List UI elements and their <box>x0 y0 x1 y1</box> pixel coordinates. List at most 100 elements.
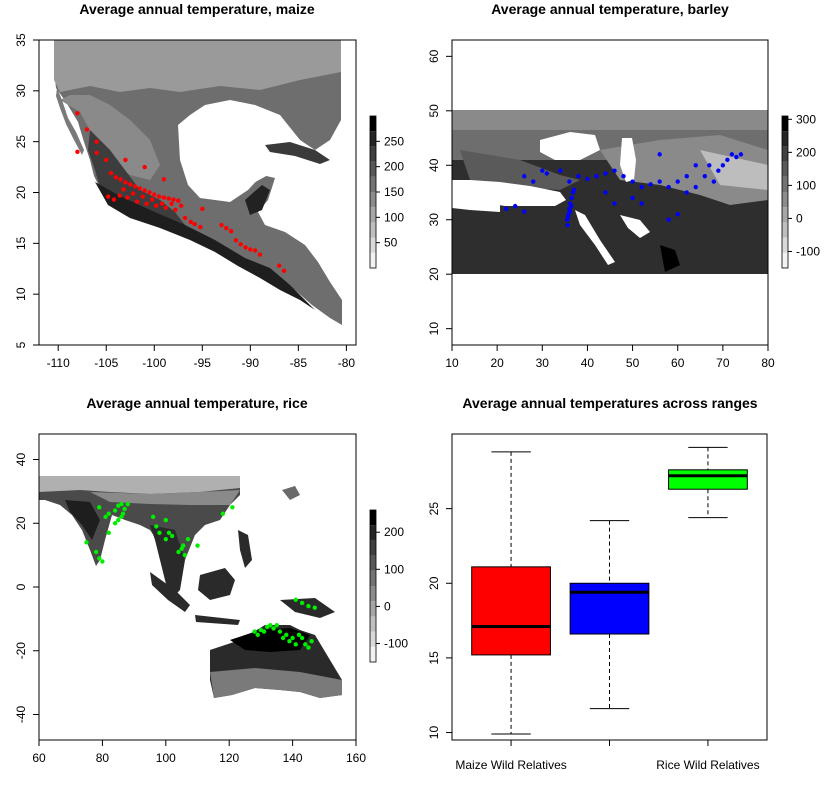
maize-point <box>75 111 80 116</box>
maize-x-tick-label: -90 <box>242 356 260 370</box>
barley-legend-tick-label: 300 <box>796 112 816 126</box>
barley-point <box>734 154 739 160</box>
maize-point <box>144 201 149 206</box>
rice-point <box>306 603 311 609</box>
rice-legend-swatch <box>370 631 376 647</box>
maize-point <box>228 228 234 234</box>
barley-color-legend: -100 0 100 200 300 <box>781 112 820 269</box>
maize-point <box>104 157 109 163</box>
rice-point <box>296 632 302 638</box>
barley-point <box>594 173 599 179</box>
rice-y-tick-label: -40 <box>14 706 28 724</box>
boxplot-boxes <box>471 446 748 735</box>
maize-y-tick-label: 5 <box>14 341 28 348</box>
rice-point <box>268 623 273 628</box>
rice-point <box>290 635 295 641</box>
barley-point <box>621 173 626 179</box>
maize-y-tick-label: 10 <box>14 287 28 301</box>
maize-point <box>94 139 99 144</box>
rice-x-tick-label: 80 <box>96 751 110 765</box>
barley-x-tick-label: 30 <box>536 356 550 370</box>
rice-legend-swatch <box>370 510 376 526</box>
maize-point <box>243 245 248 250</box>
barley-point <box>544 171 549 176</box>
rice-point <box>299 600 305 606</box>
box-y-tick-label: 15 <box>427 651 441 665</box>
maize-legend-swatch <box>370 131 376 147</box>
barley-point <box>503 206 509 212</box>
rice-point <box>97 556 102 561</box>
rice-point <box>100 559 105 564</box>
barley-legend-swatch <box>782 237 788 253</box>
rice-point <box>280 635 286 641</box>
barley-point <box>666 217 671 222</box>
barley-x-tick-label: 80 <box>761 356 775 370</box>
maize-point <box>252 248 258 253</box>
rice-y-tick-label: 0 <box>14 583 28 590</box>
maize-point <box>166 196 171 201</box>
rice-point <box>116 503 121 508</box>
rice-x-axis: 60 80 100 120 140 160 <box>32 740 366 765</box>
maize-x-tick-label: -110 <box>47 356 70 370</box>
maize-point <box>248 247 253 252</box>
rice-y-axis: -40 -20 0 20 40 <box>14 453 39 724</box>
barley-point <box>565 222 570 228</box>
maize-legend-tick-label: 150 <box>384 185 404 199</box>
barley-x-tick-label: 10 <box>445 356 459 370</box>
barley-legend-swatch <box>782 116 788 132</box>
maize-title: Average annual temperature, maize <box>79 1 314 17</box>
maize-legend-tick-label: 200 <box>384 160 404 174</box>
barley-point <box>531 179 536 184</box>
barley-x-tick-label: 50 <box>626 356 640 370</box>
barley-legend-tick-label: -100 <box>796 244 820 258</box>
barley-point <box>684 173 689 179</box>
maize-legend-swatch <box>370 116 376 132</box>
barley-y-tick-label: 30 <box>427 213 441 227</box>
barley-point <box>657 152 662 157</box>
maize-x-tick-label: -105 <box>94 356 118 370</box>
maize-point <box>94 150 99 156</box>
rice-legend-swatch <box>370 570 376 586</box>
barley-y-tick-label: 20 <box>427 267 441 281</box>
rice-point <box>106 530 111 536</box>
rice-legend-swatch <box>370 555 376 571</box>
barley-legend-frame <box>781 115 789 269</box>
rice-x-tick-label: 160 <box>346 751 366 765</box>
rice-panel: Average annual temperature, rice <box>14 395 408 765</box>
maize-y-tick-label: 35 <box>14 33 28 47</box>
barley-x-tick-label: 20 <box>490 356 504 370</box>
barley-point <box>675 179 680 184</box>
maize-legend-swatch <box>370 192 376 208</box>
barley-y-tick-label: 50 <box>427 104 441 118</box>
maize-point <box>111 197 117 202</box>
barley-title: Average annual temperature, barley <box>491 1 729 17</box>
barley-point <box>567 179 572 184</box>
barley-point <box>585 176 590 182</box>
maize-x-tick-label: -85 <box>290 356 308 370</box>
rice-point <box>303 642 308 647</box>
maize-point <box>198 224 203 230</box>
rice-point <box>176 549 181 555</box>
maize-point <box>128 182 133 187</box>
barley-point <box>725 157 730 163</box>
barley-point <box>569 195 574 201</box>
barley-point <box>568 203 574 209</box>
barley-x-axis: 10 20 30 40 50 60 70 80 <box>445 345 775 370</box>
rice-legend-swatch <box>370 540 376 556</box>
rice-point <box>163 536 168 542</box>
maize-x-tick-label: -80 <box>338 356 356 370</box>
rice-legend-swatch <box>370 646 376 662</box>
barley-point <box>675 212 680 217</box>
box-iqr <box>668 469 748 490</box>
barley-point <box>567 209 573 214</box>
barley-point <box>612 168 617 173</box>
barley-point <box>576 173 581 179</box>
maize-legend-swatch <box>370 222 376 238</box>
maize-point <box>169 201 174 206</box>
barley-point <box>693 184 698 190</box>
barley-legend-swatch <box>782 161 788 177</box>
barley-y-tick-label: 60 <box>427 49 441 63</box>
barley-point <box>513 203 518 209</box>
boxplot-x-axis: Maize Wild Relatives Rice Wild Relatives <box>455 740 760 772</box>
rice-point <box>122 506 127 512</box>
